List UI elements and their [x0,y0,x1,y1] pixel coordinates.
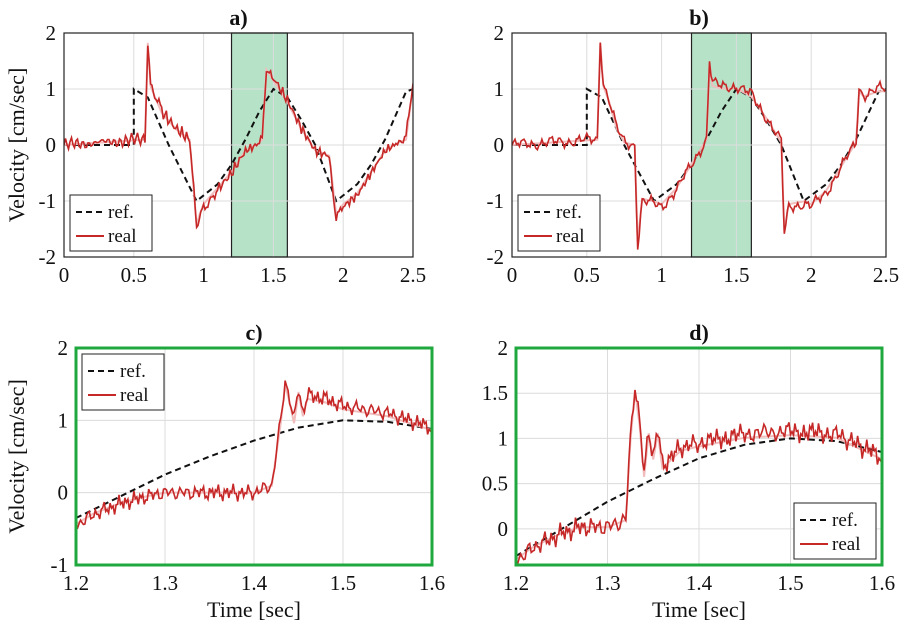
series-ref-line [516,437,882,557]
series-real-line [516,389,882,565]
legend-box [517,194,601,252]
x-tick-label: 1.6 [419,571,445,595]
plot-frame [514,346,884,567]
series-real-line [76,380,432,530]
x-tick-label: 2.5 [400,263,426,287]
x-tick-label: 1 [198,263,209,287]
legend: ref. real [81,353,165,411]
legend-box [793,502,877,560]
plot-frame [63,32,414,258]
y-tick-label: 0 [46,133,57,157]
y-tick-label: 1 [58,408,69,432]
x-tick-label: 2 [806,263,817,287]
legend-label: ref. [556,202,582,223]
chart-panel-4: 1.2 1.3 1.4 1.5 1.6 0 0.5 1 1.5 2 d) Time [sec] ref.… [482,320,895,622]
y-axis-label: Velocity [cm/sec] [4,68,29,223]
y-tick-label: 0 [58,481,69,505]
y-tick-label: -1 [39,189,57,213]
x-tick-label: 1.5 [330,571,356,595]
legend-box [81,353,165,411]
chart-panel-3: 1.2 1.3 1.4 1.5 1.6 -1 0 1 2 c) Time [sec] Velocity… [4,320,445,622]
x-tick-label: 2 [338,263,349,287]
y-tick-label: 2 [58,336,69,360]
y-tick-label: 2 [498,336,509,360]
series-ref-line [512,87,886,203]
x-axis-label: Time [sec] [207,597,301,622]
y-tick-label: 1 [494,77,505,101]
x-tick-label: 1.5 [260,263,286,287]
legend-label: real [108,226,136,247]
series-ref-line [64,87,413,203]
legend-label: ref. [832,510,858,531]
series-real-line [512,42,886,250]
x-tick-label: 1.6 [869,571,895,595]
y-tick-label: 1.5 [482,381,508,405]
x-axis-label: Time [sec] [652,597,746,622]
x-tick-label: 1.3 [152,571,178,595]
panel-title: a) [229,5,247,30]
legend-label: real [832,534,860,555]
x-tick-label: 1.2 [503,571,529,595]
y-tick-label: 0 [498,517,509,541]
legend: ref. real [517,194,601,252]
y-tick-label: 2 [46,21,57,45]
y-tick-label: -2 [39,245,57,269]
panel-title: c) [245,320,262,345]
legend-box [69,194,153,252]
x-tick-label: 1.2 [63,571,89,595]
plot-frame [74,346,434,567]
y-tick-label: -1 [487,189,505,213]
panel-title: b) [689,5,709,30]
x-tick-label: 1.4 [686,571,713,595]
chart-panel-2: 0 0.5 1 1.5 2 2.5 -2 -1 0 1 2 b) ref. real [487,5,900,287]
x-tick-label: 1.4 [241,571,268,595]
y-tick-label: 0 [494,133,505,157]
plot-frame [511,32,887,258]
y-tick-label: 1 [46,77,57,101]
y-tick-label: -1 [51,553,69,577]
x-tick-label: 1.5 [723,263,749,287]
chart-panel-1: 0 0.5 1 1.5 2 2.5 -2 -1 0 1 2 a) Velocity [cm/sec] re… [4,5,426,287]
legend-label: ref. [108,202,134,223]
y-tick-label: 2 [494,21,505,45]
legend-label: ref. [120,361,146,382]
x-tick-label: 0 [59,263,70,287]
legend-label: real [120,385,148,406]
y-tick-label: -2 [487,245,505,269]
panel-title: d) [689,320,709,345]
x-tick-label: 1.5 [777,571,803,595]
legend-label: real [556,226,584,247]
y-tick-label: 0.5 [482,472,508,496]
x-tick-label: 0.5 [574,263,600,287]
y-tick-label: 1 [498,426,509,450]
legend: ref. real [793,502,877,560]
legend: ref. real [69,194,153,252]
y-axis-label: Velocity [cm/sec] [4,379,29,534]
x-tick-label: 2.5 [873,263,899,287]
x-tick-label: 0.5 [121,263,147,287]
series-ref-line [76,419,432,519]
x-tick-label: 1.3 [594,571,620,595]
x-tick-label: 1 [656,263,667,287]
x-tick-label: 0 [507,263,518,287]
series-real-line [64,45,413,230]
